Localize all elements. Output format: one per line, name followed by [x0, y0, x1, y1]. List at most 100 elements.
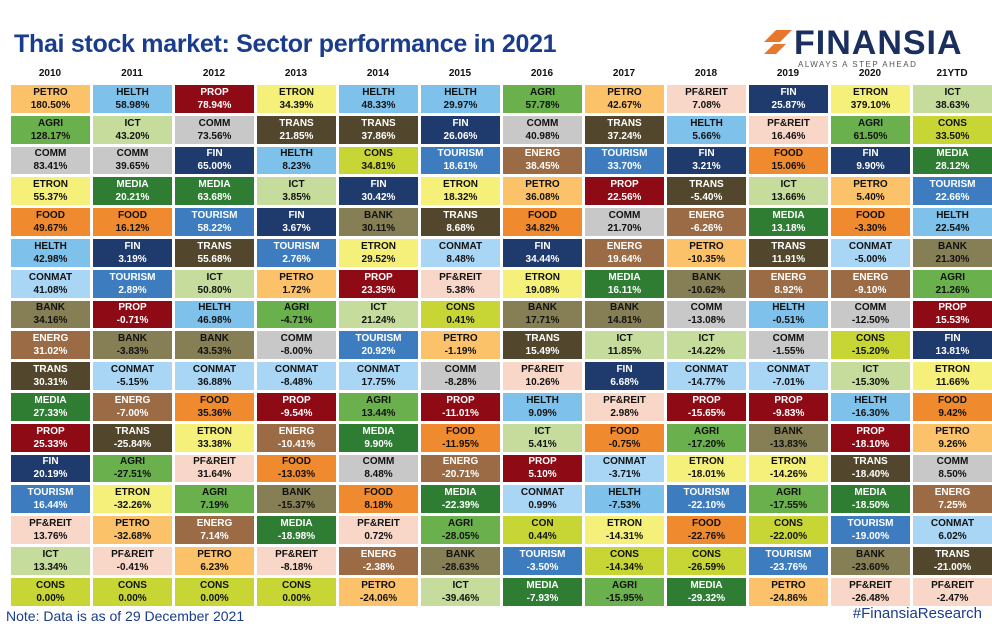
sector-return: 42.67% — [607, 99, 642, 111]
sector-name: ICT — [944, 86, 961, 98]
sector-name: PETRO — [935, 425, 970, 437]
sector-cell: PROP 22.56% — [584, 176, 665, 207]
sector-return: -5.00% — [854, 253, 887, 265]
sector-return: 379.10% — [850, 99, 891, 111]
sector-cell: ICT -14.22% — [666, 330, 747, 361]
sector-name: ICT — [206, 271, 223, 283]
sector-return: 0.72% — [364, 531, 393, 543]
year-header: 2016 — [530, 68, 554, 79]
sector-name: FIN — [944, 333, 961, 345]
sector-return: -0.75% — [608, 438, 641, 450]
sector-cell: FIN 3.21% — [666, 145, 747, 176]
sector-return: -9.83% — [772, 407, 805, 419]
sector-return: 31.64% — [197, 469, 232, 481]
sector-return: 49.67% — [33, 223, 68, 235]
sector-cell: BANK -3.83% — [92, 330, 173, 361]
sector-return: 26.06% — [443, 130, 478, 142]
sector-name: COMM — [444, 364, 477, 376]
sector-name: PROP — [856, 425, 885, 437]
sector-name: COMM — [362, 456, 395, 468]
sector-return: 34.39% — [279, 99, 314, 111]
sector-name: BANK — [528, 302, 557, 314]
sector-cell: FIN 65.00% — [174, 145, 255, 176]
sector-name: CONS — [36, 579, 65, 591]
sector-name: TOURISM — [683, 487, 730, 499]
sector-name: AGRI — [284, 302, 309, 314]
sector-return: -0.51% — [772, 315, 805, 327]
sector-name: CONMAT — [602, 456, 647, 468]
sector-name: PETRO — [443, 333, 478, 345]
sector-cell: MEDIA 27.33% — [10, 392, 91, 422]
sector-name: FOOD — [774, 148, 803, 160]
year-header: 2019 — [776, 68, 800, 79]
footnote: Note: Data is as of 29 December 2021 — [6, 608, 245, 624]
sector-cell: PROP 23.35% — [338, 268, 419, 299]
sector-return: -32.68% — [113, 531, 152, 543]
sector-cell: TOURISM 20.92% — [338, 330, 419, 361]
sector-cell: MEDIA -7.93% — [502, 576, 583, 607]
sector-name: TOURISM — [273, 240, 320, 252]
sector-return: 17.71% — [525, 315, 560, 327]
sector-cell: AGRI -28.05% — [420, 515, 501, 545]
sector-name: ETRON — [935, 364, 970, 376]
sector-cell: CONMAT 6.02% — [912, 515, 992, 545]
sector-return: 42.98% — [33, 253, 68, 265]
sector-return: 30.31% — [33, 377, 68, 389]
sector-return: 3.85% — [282, 192, 311, 204]
sector-cell: BANK 17.71% — [502, 299, 583, 330]
brand-logo: FINANSIA ALWAYS A STEP AHEAD — [762, 22, 962, 72]
sector-cell: TOURISM -22.10% — [666, 484, 747, 515]
sector-return: 21.85% — [279, 130, 314, 142]
sector-name: ETRON — [853, 86, 888, 98]
sector-cell: ICT -15.30% — [830, 361, 911, 391]
sector-cell: ETRON 18.32% — [420, 176, 501, 207]
sector-return: -7.00% — [116, 407, 149, 419]
sector-cell: AGRI 13.44% — [338, 392, 419, 422]
brand-name: FINANSIA — [794, 24, 963, 62]
sector-cell: ICT 38.63% — [912, 84, 992, 114]
sector-cell: TRANS -18.40% — [830, 453, 911, 484]
sector-return: 2.98% — [610, 407, 639, 419]
sector-cell: CONS -15.20% — [830, 330, 911, 361]
sector-name: ENERG — [114, 394, 151, 406]
sector-name: ENERG — [32, 333, 69, 345]
sector-name: COMM — [34, 148, 67, 160]
sector-return: 55.68% — [197, 253, 232, 265]
sector-cell: BANK 21.30% — [912, 238, 992, 268]
sector-return: 22.66% — [935, 192, 970, 204]
sector-name: ETRON — [443, 179, 478, 191]
year-header: 2014 — [366, 68, 390, 79]
sector-name: CONS — [364, 148, 393, 160]
sector-name: COMM — [854, 302, 887, 314]
sector-return: 38.45% — [525, 161, 560, 173]
sector-cell: FOOD -11.95% — [420, 422, 501, 453]
sector-return: 19.64% — [607, 253, 642, 265]
sector-return: -13.03% — [277, 469, 316, 481]
sector-cell: PF&REIT 31.64% — [174, 453, 255, 484]
sector-name: CONMAT — [274, 364, 319, 376]
sector-name: ENERG — [360, 548, 397, 560]
sector-return: 5.38% — [446, 284, 475, 296]
sector-name: AGRI — [448, 518, 473, 530]
sector-return: -3.83% — [116, 346, 149, 358]
sector-return: -15.95% — [605, 592, 644, 604]
sector-cell: ETRON -14.31% — [584, 515, 665, 545]
sector-cell: CONMAT -5.15% — [92, 361, 173, 391]
sector-name: MEDIA — [444, 487, 477, 499]
sector-cell: FOOD 34.82% — [502, 207, 583, 237]
sector-return: 13.44% — [361, 407, 396, 419]
sector-return: -4.71% — [280, 315, 313, 327]
sector-name: HELTH — [198, 302, 231, 314]
sector-return: 38.63% — [935, 99, 970, 111]
sector-name: PROP — [446, 394, 475, 406]
sector-name: PF&REIT — [685, 86, 728, 98]
sector-name: ENERG — [278, 425, 315, 437]
sector-return: 83.41% — [33, 161, 68, 173]
sector-name: TOURISM — [765, 548, 812, 560]
year-header: 2017 — [612, 68, 636, 79]
sector-cell: FOOD 15.06% — [748, 145, 829, 176]
sector-return: -22.10% — [687, 500, 726, 512]
sector-return: 25.33% — [33, 438, 68, 450]
sector-cell: COMM -12.50% — [830, 299, 911, 330]
sector-return: 34.44% — [525, 253, 560, 265]
